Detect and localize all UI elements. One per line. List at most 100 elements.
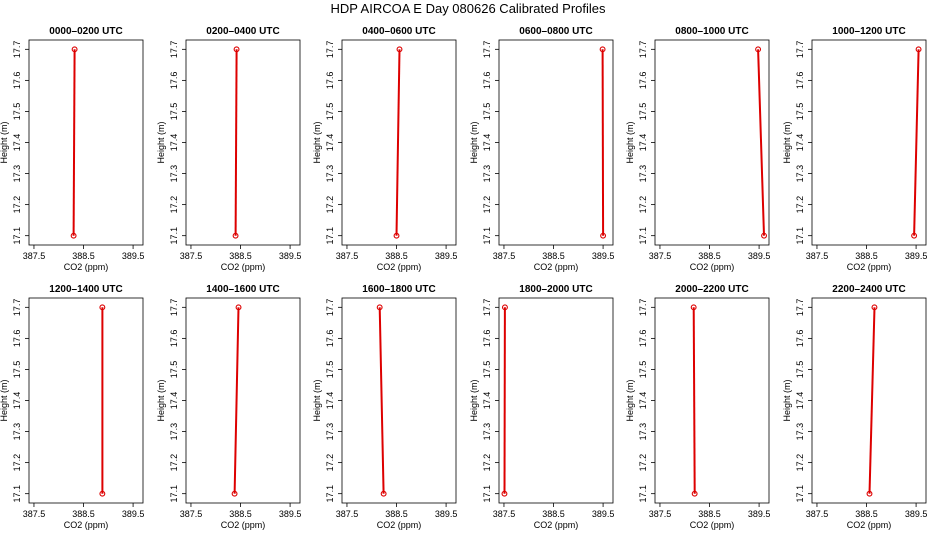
- y-tick-label: 17.2: [482, 196, 492, 214]
- y-axis-label: Height (m): [469, 121, 479, 163]
- y-tick-label: 17.2: [169, 196, 179, 214]
- y-tick-label: 17.1: [638, 485, 648, 503]
- x-tick-label: 389.5: [592, 509, 615, 519]
- y-tick-label: 17.7: [482, 41, 492, 59]
- x-tick-label: 389.5: [279, 509, 302, 519]
- x-tick-label: 388.5: [72, 509, 95, 519]
- x-axis-label: CO2 (ppm): [221, 262, 266, 272]
- series-line: [380, 307, 384, 493]
- y-tick-label: 17.5: [638, 361, 648, 379]
- x-axis-label: CO2 (ppm): [690, 520, 735, 530]
- y-tick-label: 17.4: [795, 392, 805, 410]
- panel-title: 2200–2400 UTC: [832, 284, 905, 295]
- x-tick-label: 387.5: [336, 251, 359, 261]
- y-tick-label: 17.3: [12, 423, 22, 441]
- plot-frame: [499, 40, 613, 245]
- y-tick-label: 17.6: [482, 72, 492, 90]
- y-tick-label: 17.6: [795, 330, 805, 348]
- y-tick-label: 17.3: [12, 165, 22, 183]
- y-tick-label: 17.2: [12, 454, 22, 472]
- y-tick-label: 17.3: [482, 165, 492, 183]
- x-tick-label: 388.5: [698, 509, 721, 519]
- y-tick-label: 17.6: [169, 330, 179, 348]
- y-tick-label: 17.3: [795, 423, 805, 441]
- plot-frame: [812, 40, 926, 245]
- y-tick-label: 17.2: [169, 454, 179, 472]
- y-tick-label: 17.3: [325, 165, 335, 183]
- y-tick-label: 17.4: [12, 392, 22, 410]
- y-tick-label: 17.6: [638, 330, 648, 348]
- y-tick-label: 17.2: [638, 196, 648, 214]
- x-axis-label: CO2 (ppm): [64, 520, 109, 530]
- plot-frame: [342, 298, 456, 503]
- y-tick-label: 17.3: [169, 423, 179, 441]
- series-line: [914, 49, 919, 235]
- y-tick-label: 17.1: [169, 227, 179, 245]
- x-axis-label: CO2 (ppm): [377, 262, 422, 272]
- y-tick-label: 17.5: [482, 361, 492, 379]
- plot-frame: [186, 40, 300, 245]
- y-tick-label: 17.2: [795, 196, 805, 214]
- x-axis-label: CO2 (ppm): [377, 520, 422, 530]
- y-tick-label: 17.5: [325, 103, 335, 121]
- y-tick-label: 17.2: [12, 196, 22, 214]
- x-tick-label: 388.5: [229, 509, 252, 519]
- y-tick-label: 17.4: [169, 392, 179, 410]
- y-tick-label: 17.5: [638, 103, 648, 121]
- y-axis-label: Height (m): [469, 379, 479, 421]
- x-axis-label: CO2 (ppm): [534, 520, 579, 530]
- y-tick-label: 17.5: [12, 361, 22, 379]
- y-tick-label: 17.1: [482, 227, 492, 245]
- y-tick-label: 17.4: [325, 392, 335, 410]
- x-tick-label: 388.5: [385, 251, 408, 261]
- figure-title: HDP AIRCOA E Day 080626 Calibrated Profi…: [0, 1, 936, 16]
- y-tick-label: 17.7: [638, 41, 648, 59]
- panel-title: 1400–1600 UTC: [206, 284, 279, 295]
- y-tick-label: 17.1: [12, 485, 22, 503]
- x-tick-label: 387.5: [806, 509, 829, 519]
- panel-title: 0000–0200 UTC: [49, 26, 122, 37]
- x-axis-label: CO2 (ppm): [690, 262, 735, 272]
- plot-frame: [29, 40, 143, 245]
- y-tick-label: 17.3: [482, 423, 492, 441]
- y-tick-label: 17.7: [482, 299, 492, 317]
- y-tick-label: 17.1: [12, 227, 22, 245]
- y-axis-label: Height (m): [625, 121, 635, 163]
- x-tick-label: 387.5: [180, 251, 203, 261]
- panel-title: 1200–1400 UTC: [49, 284, 122, 295]
- y-axis-label: Height (m): [782, 121, 792, 163]
- y-tick-label: 17.2: [795, 454, 805, 472]
- y-tick-label: 17.3: [169, 165, 179, 183]
- y-tick-label: 17.6: [482, 330, 492, 348]
- panel-title: 1000–1200 UTC: [832, 26, 905, 37]
- x-tick-label: 388.5: [385, 509, 408, 519]
- x-tick-label: 388.5: [542, 509, 565, 519]
- y-tick-label: 17.1: [325, 227, 335, 245]
- panel-title: 2000–2200 UTC: [675, 284, 748, 295]
- plot-frame: [186, 298, 300, 503]
- series-line: [236, 49, 237, 235]
- plot-frame: [29, 298, 143, 503]
- plot-frame: [655, 40, 769, 245]
- y-tick-label: 17.1: [482, 485, 492, 503]
- x-tick-label: 388.5: [855, 251, 878, 261]
- y-tick-label: 17.7: [325, 299, 335, 317]
- x-tick-label: 388.5: [698, 251, 721, 261]
- plot-frame: [812, 298, 926, 503]
- panel-title: 0200–0400 UTC: [206, 26, 279, 37]
- y-axis-label: Height (m): [625, 379, 635, 421]
- series-line: [235, 307, 239, 493]
- y-axis-label: Height (m): [0, 379, 9, 421]
- y-tick-label: 17.4: [795, 134, 805, 152]
- y-tick-label: 17.1: [795, 485, 805, 503]
- y-tick-label: 17.2: [482, 454, 492, 472]
- y-tick-label: 17.7: [638, 299, 648, 317]
- y-axis-label: Height (m): [156, 379, 166, 421]
- x-tick-label: 389.5: [905, 251, 928, 261]
